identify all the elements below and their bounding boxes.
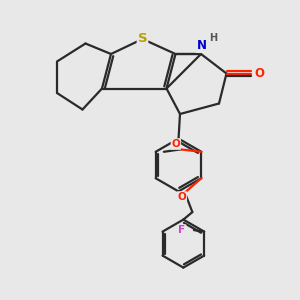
Text: S: S [138, 32, 147, 46]
Text: H: H [209, 33, 217, 43]
Text: F: F [178, 225, 185, 235]
Text: O: O [172, 139, 180, 149]
Text: O: O [254, 67, 264, 80]
Text: N: N [196, 39, 207, 52]
Text: O: O [178, 192, 186, 202]
